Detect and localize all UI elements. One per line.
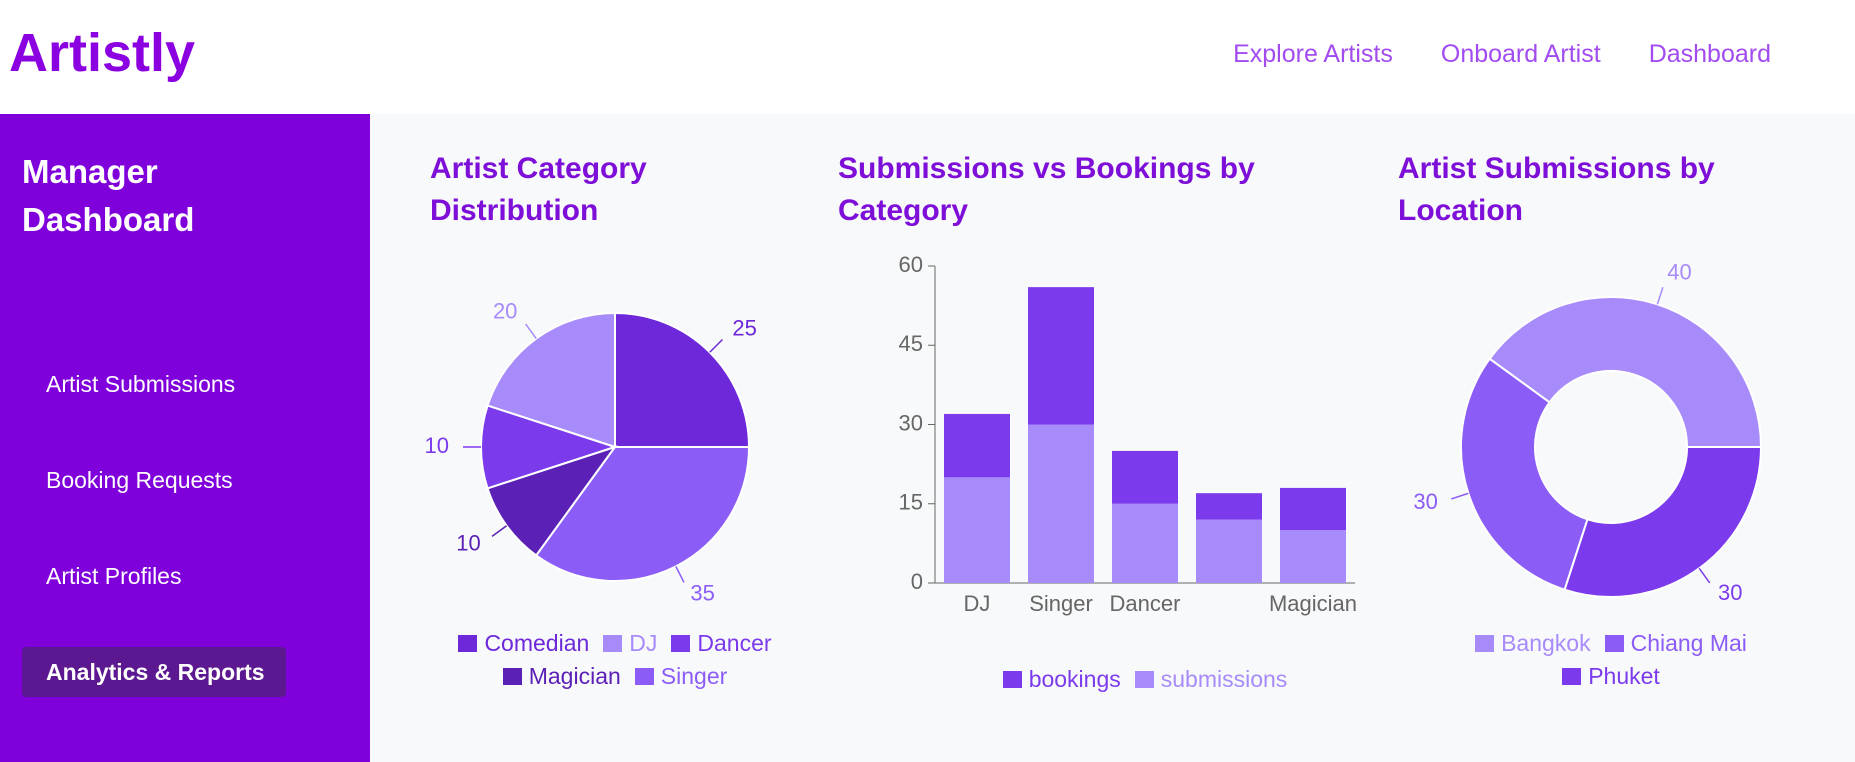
nav: Explore Artists Onboard Artist Dashboard [1233, 40, 1771, 69]
nav-link[interactable]: Explore Artists [1233, 40, 1393, 68]
nav-link[interactable]: Dashboard [1648, 40, 1771, 68]
legend-item: Phuket [1562, 663, 1660, 690]
bar [1028, 287, 1094, 425]
bar [944, 477, 1010, 583]
sidebar-title: Manager Dashboard [22, 153, 195, 238]
pie-slice [1488, 296, 1763, 448]
value-label: 40 [1667, 260, 1691, 285]
legend-swatch [1562, 668, 1582, 685]
x-tick-label: Dancer [1110, 591, 1181, 616]
value-label: 30 [1413, 489, 1437, 514]
legend-label: submissions [1160, 666, 1288, 692]
legend-swatch [1134, 671, 1154, 688]
legend-swatch [671, 635, 691, 652]
pie-slice [614, 311, 751, 448]
legend-swatch [1604, 635, 1624, 652]
label-line [1656, 286, 1664, 305]
sidebar-item[interactable]: Artist Submissions [46, 371, 236, 397]
legend-label: Magician [528, 663, 621, 689]
sidebar-item[interactable]: Analytics & Reports [22, 647, 286, 697]
x-tick-label: Magician [1269, 591, 1357, 616]
bar [944, 413, 1010, 478]
bar [1112, 450, 1178, 504]
x-tick-label: Singer [1029, 591, 1093, 616]
legend-item: Bangkok [1475, 630, 1591, 657]
value-label: 10 [456, 530, 480, 555]
pie-slice [534, 446, 751, 582]
legend-item: Magician [502, 663, 621, 690]
pie-slice [1563, 446, 1763, 598]
x-tick-label: DJ [964, 591, 991, 616]
label-line [1698, 567, 1711, 584]
y-tick-label: 45 [899, 331, 923, 356]
sidebar: Manager Dashboard Artist Submissions Book… [0, 114, 370, 762]
value-label: 25 [732, 315, 756, 340]
legend-label: DJ [629, 630, 658, 656]
label-line [709, 338, 724, 353]
bar [1280, 487, 1346, 531]
legend-swatch [458, 635, 478, 652]
bar [1280, 530, 1346, 583]
legend-label: Comedian [484, 630, 590, 656]
legend-item: bookings [1002, 666, 1121, 693]
y-tick-label: 0 [911, 569, 923, 594]
chart-title: Artist Submissions by Location [1398, 152, 1715, 227]
pie-slice [1460, 357, 1589, 591]
bar [1196, 519, 1262, 583]
legend-item: Comedian [458, 630, 589, 657]
logo[interactable]: Artistly [9, 23, 196, 83]
chart-title: Submissions vs Bookings by Category [838, 152, 1255, 227]
chart-title: Artist Category Distribution [430, 152, 647, 227]
legend: Bangkok Chiang Mai Phuket [1436, 630, 1786, 690]
legend-swatch [1002, 671, 1022, 688]
sidebar-item[interactable]: Artist Profiles [46, 563, 182, 589]
legend-label: Bangkok [1501, 630, 1591, 656]
legend-label: Singer [660, 663, 728, 689]
legend-item: Dancer [671, 630, 772, 657]
bar [1196, 493, 1262, 520]
y-tick-label: 15 [899, 490, 923, 515]
nav-link[interactable]: Onboard Artist [1440, 40, 1601, 68]
legend-swatch [603, 635, 623, 652]
value-label: 20 [493, 299, 517, 324]
legend-label: Phuket [1588, 663, 1660, 689]
label-line [525, 323, 537, 340]
legend: bookings submissions [925, 666, 1365, 693]
bar [1112, 503, 1178, 583]
label-line [675, 566, 685, 583]
legend-swatch [502, 668, 522, 685]
label-line [1450, 492, 1469, 500]
legend-label: Dancer [697, 630, 772, 656]
legend-swatch [1475, 635, 1495, 652]
value-label: 10 [425, 433, 449, 458]
sidebar-item[interactable]: Booking Requests [46, 467, 233, 493]
legend: Comedian DJ Dancer Magician Singer [440, 630, 790, 690]
legend-item: Chiang Mai [1604, 630, 1747, 657]
legend-label: Chiang Mai [1630, 630, 1747, 656]
y-tick-label: 30 [899, 410, 923, 435]
value-label: 35 [690, 581, 714, 606]
pie-slice [480, 404, 619, 490]
legend-item: submissions [1134, 666, 1288, 693]
legend-label: bookings [1028, 666, 1121, 692]
bar [1028, 424, 1094, 583]
legend-item: Singer [634, 663, 728, 690]
y-tick-label: 60 [899, 252, 923, 277]
label-line [491, 525, 508, 537]
pie-slice [486, 445, 618, 557]
header: Artistly Explore Artists Onboard Artist … [0, 0, 1855, 114]
legend-swatch [634, 668, 654, 685]
legend-item: DJ [603, 630, 657, 657]
value-label: 30 [1718, 580, 1742, 605]
